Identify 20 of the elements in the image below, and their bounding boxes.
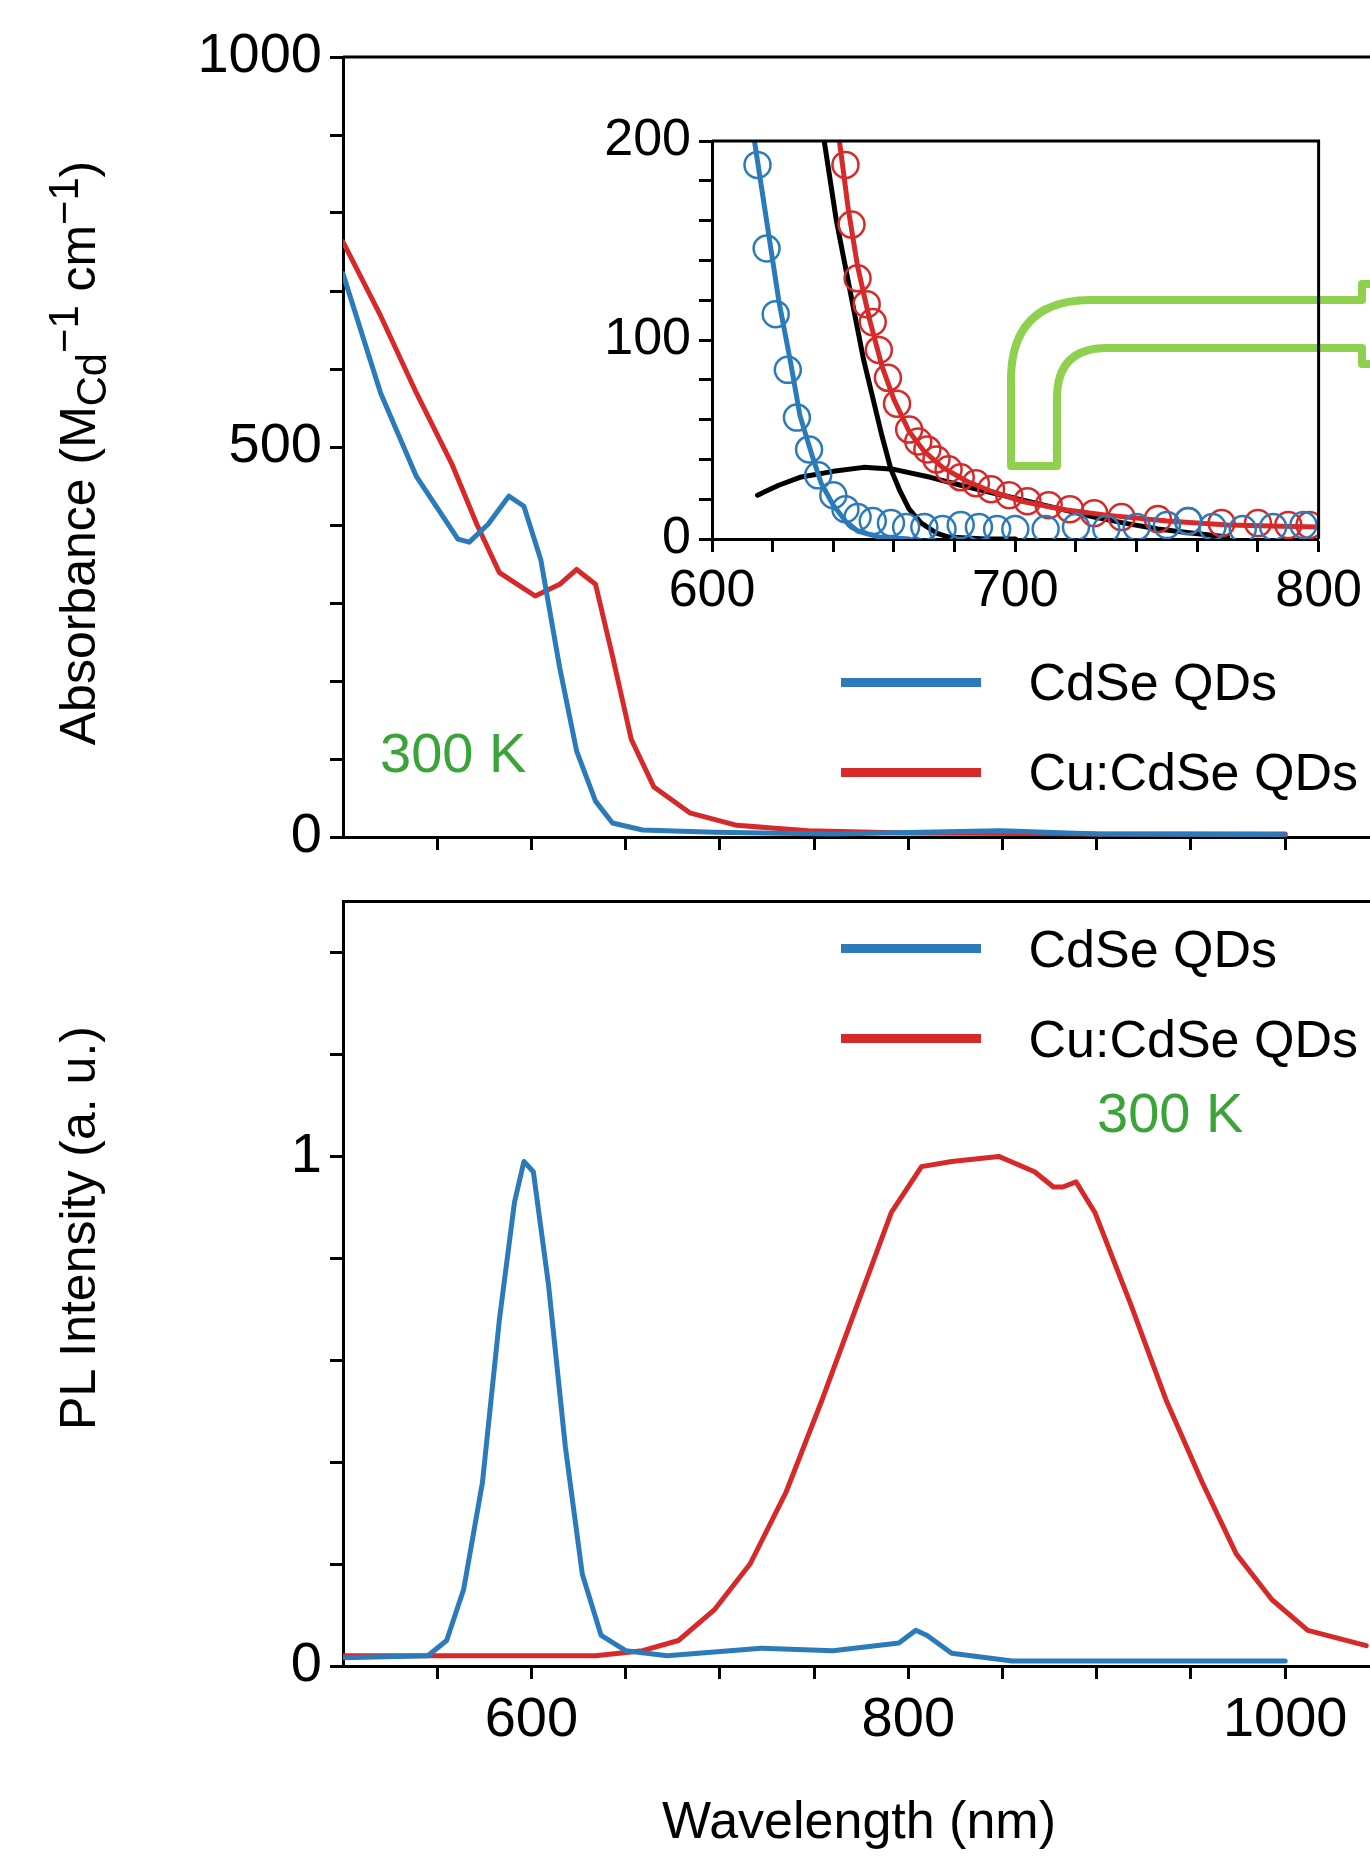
x-tick-label: 1000 (1222, 1685, 1348, 1749)
y-tick-label: 0 (290, 801, 322, 865)
annotation: 300 K (1097, 1080, 1244, 1145)
y-tick-label: 0 (290, 1630, 322, 1694)
y-tick-label: 500 (228, 411, 322, 475)
x-tick-label: 800 (1275, 558, 1362, 617)
x-axis-title: Wavelength (nm) (662, 1790, 1056, 1850)
x-tick-label: 800 (861, 1685, 956, 1749)
legend-label: Cu:CdSe QDs (1028, 742, 1358, 802)
x-tick-label: 600 (484, 1685, 579, 1749)
legend-label: Cu:CdSe QDs (1028, 1008, 1358, 1069)
y-axis-title: PL Intensity (a. u.) (49, 1026, 107, 1430)
y-tick-label: 100 (604, 307, 691, 366)
legend-label: CdSe QDs (1028, 652, 1278, 712)
y-tick-label: 1000 (197, 21, 322, 85)
y-tick-label: 1 (290, 1120, 322, 1184)
y-tick-label: 200 (604, 108, 691, 167)
x-tick-label: 700 (971, 558, 1059, 617)
legend-label: CdSe QDs (1028, 918, 1278, 979)
annotation: 300 K (380, 720, 527, 785)
